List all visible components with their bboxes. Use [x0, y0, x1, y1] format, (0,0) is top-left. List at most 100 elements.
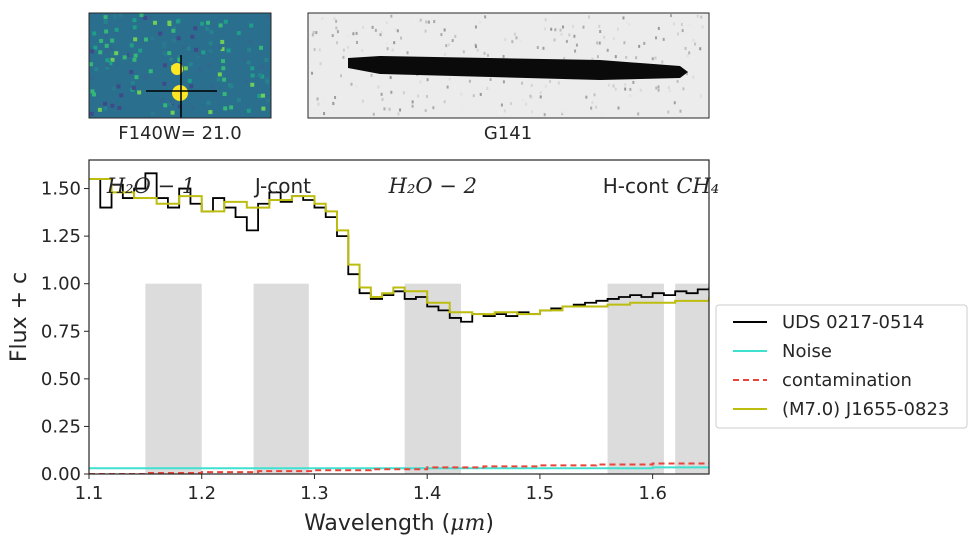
noise-pixel: [554, 28, 557, 32]
shaded-bands: [145, 283, 709, 474]
noise-pixel: [148, 69, 153, 74]
noise-pixel: [227, 82, 232, 87]
noise-pixel: [183, 66, 188, 71]
noise-pixel: [218, 45, 223, 50]
noise-pixel: [168, 102, 173, 107]
legend: UDS 0217-0514 Noise contamination (M7.0) J1…: [715, 304, 968, 429]
noise-pixel: [119, 93, 124, 98]
noise-pixel: [370, 73, 373, 77]
noise-pixel: [657, 85, 660, 89]
shaded-band: [675, 283, 709, 474]
noise-pixel: [688, 23, 691, 27]
noise-pixel: [133, 37, 138, 42]
noise-pixel: [352, 32, 355, 36]
noise-pixel: [622, 16, 625, 20]
noise-pixel: [692, 75, 695, 79]
noise-pixel: [355, 31, 358, 35]
noise-pixel: [150, 36, 155, 41]
noise-pixel: [380, 31, 383, 35]
noise-pixel: [587, 15, 590, 19]
noise-pixel: [553, 38, 556, 42]
noise-pixel: [574, 49, 577, 53]
noise-pixel: [223, 106, 228, 111]
noise-pixel: [557, 81, 560, 85]
noise-pixel: [170, 110, 175, 115]
shaded-band: [607, 283, 664, 474]
noise-pixel: [389, 76, 392, 80]
noise-pixel: [542, 46, 545, 50]
noise-pixel: [386, 47, 389, 51]
noise-pixel: [103, 106, 108, 111]
noise-pixel: [411, 104, 414, 108]
noise-pixel: [311, 33, 314, 37]
noise-pixel: [550, 27, 553, 31]
noise-pixel: [651, 57, 654, 61]
noise-pixel: [188, 62, 193, 67]
noise-pixel: [189, 84, 194, 89]
noise-pixel: [250, 82, 255, 87]
direct-image-noise: [89, 13, 271, 116]
noise-pixel: [688, 51, 691, 55]
noise-pixel: [536, 45, 539, 49]
noise-pixel: [662, 37, 665, 41]
noise-pixel: [190, 105, 195, 110]
shaded-band: [404, 283, 461, 474]
noise-pixel: [336, 30, 339, 34]
noise-pixel: [400, 36, 403, 40]
noise-pixel: [177, 57, 182, 62]
noise-pixel: [562, 25, 565, 29]
noise-pixel: [312, 30, 315, 34]
noise-pixel: [110, 103, 115, 108]
noise-pixel: [131, 85, 136, 90]
band-label: H-cont: [603, 174, 669, 198]
noise-pixel: [380, 92, 383, 96]
noise-pixel: [111, 52, 116, 57]
noise-pixel: [247, 47, 252, 52]
source-blob-lower: [172, 85, 188, 101]
noise-pixel: [104, 34, 109, 39]
noise-pixel: [374, 28, 377, 32]
noise-pixel: [132, 25, 137, 30]
noise-pixel: [110, 38, 115, 43]
noise-pixel: [638, 44, 641, 48]
noise-pixel: [321, 17, 324, 21]
noise-pixel: [383, 107, 386, 111]
noise-pixel: [260, 93, 265, 98]
noise-pixel: [259, 64, 264, 69]
noise-pixel: [186, 46, 191, 51]
noise-pixel: [208, 110, 213, 115]
noise-pixel: [250, 66, 255, 71]
noise-pixel: [317, 102, 320, 106]
noise-pixel: [661, 60, 664, 64]
noise-pixel: [417, 94, 420, 98]
y-tick-label: 0.50: [41, 369, 81, 390]
noise-pixel: [89, 62, 94, 67]
grism-image-frame: [307, 12, 710, 119]
noise-pixel: [585, 95, 588, 99]
noise-pixel: [445, 44, 448, 48]
legend-items: UDS 0217-0514 Noise contamination (M7.0) J1…: [733, 312, 949, 420]
noise-pixel: [657, 88, 660, 92]
noise-pixel: [132, 57, 137, 62]
noise-pixel: [612, 84, 615, 88]
y-tick-label: 1.25: [41, 226, 81, 247]
noise-pixel: [379, 33, 382, 37]
noise-pixel: [206, 20, 211, 25]
noise-pixel: [236, 31, 241, 36]
band-label: H₂O − 1: [106, 174, 195, 198]
noise-pixel: [700, 15, 703, 19]
noise-pixel: [112, 14, 117, 19]
noise-pixel: [483, 51, 486, 55]
noise-pixel: [152, 20, 157, 25]
noise-pixel: [667, 86, 670, 90]
noise-pixel: [198, 67, 203, 72]
noise-pixel: [643, 41, 646, 45]
noise-pixel: [560, 32, 563, 36]
noise-pixel: [162, 41, 167, 46]
noise-pixel: [335, 19, 338, 23]
noise-pixel: [259, 45, 264, 50]
noise-pixel: [699, 94, 702, 98]
noise-pixel: [104, 43, 109, 48]
noise-pixel: [454, 86, 457, 90]
noise-pixel: [544, 84, 547, 88]
